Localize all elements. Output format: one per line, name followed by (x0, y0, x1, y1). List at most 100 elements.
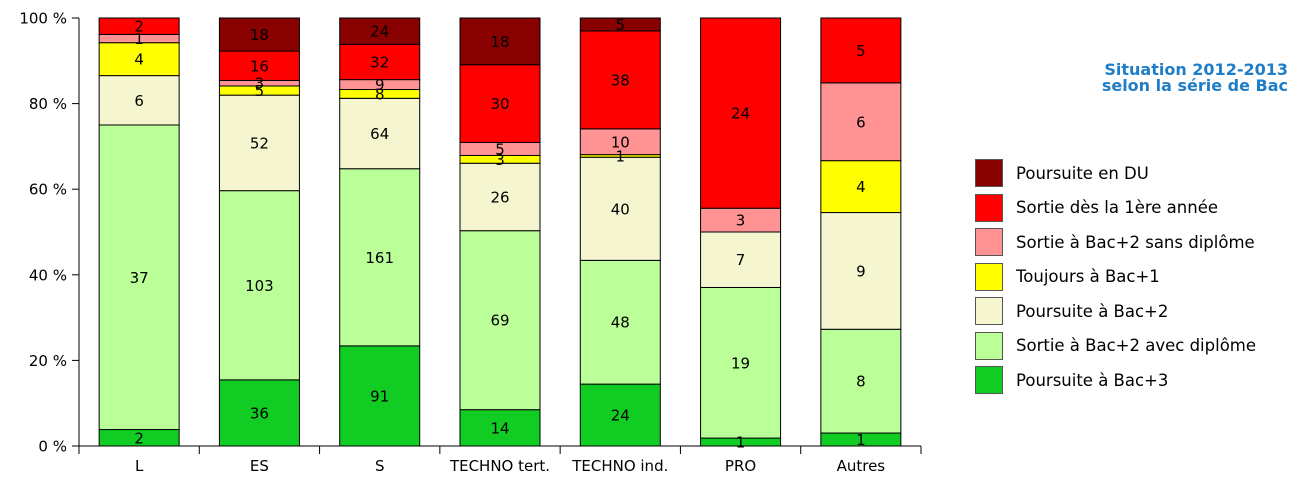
data-label: 9 (856, 262, 866, 280)
y-tick-label: 100 % (19, 10, 67, 28)
bar-segment (339, 97, 421, 170)
bar-segment (700, 286, 782, 439)
legend-swatch (975, 262, 1003, 291)
bar-segment (218, 17, 300, 52)
data-label: 4 (856, 178, 866, 196)
data-label: 37 (130, 269, 149, 287)
data-label: 10 (611, 133, 630, 151)
legend-swatch (975, 228, 1003, 257)
y-tick-label: 40 % (29, 266, 67, 284)
bar-segment (700, 17, 782, 209)
data-label: 5 (616, 16, 626, 34)
data-label: 18 (250, 26, 269, 44)
data-label: 7 (736, 251, 746, 269)
bar-segment (98, 124, 180, 431)
legend-label: Sortie dès la 1ère année (1016, 198, 1219, 218)
data-label: 69 (490, 312, 509, 330)
legend-label: Poursuite en DU (1016, 163, 1149, 183)
legend-item: Poursuite à Bac+2 (975, 294, 1256, 329)
bar-segment (459, 230, 541, 411)
data-label: 24 (370, 23, 389, 41)
bar-segment (339, 168, 421, 347)
data-label: 1 (134, 30, 144, 48)
bar-segment (98, 17, 180, 35)
legend-item: Poursuite à Bac+3 (975, 363, 1256, 398)
data-label: 161 (365, 249, 394, 267)
data-label: 40 (611, 200, 630, 218)
bar-segment (459, 162, 541, 232)
axes-layer: 0 % 20 % 40 % 60 % 80 % 100 % L ES S TECHNO tert.… (19, 10, 922, 475)
y-tick-label: 80 % (29, 95, 67, 113)
bar-segment (459, 64, 541, 144)
bar-segment (339, 345, 421, 447)
legend-item: Toujours à Bac+1 (975, 260, 1256, 295)
x-tick-label: L (135, 457, 144, 475)
data-label: 3 (736, 212, 746, 230)
legend-swatch (975, 366, 1003, 395)
data-label: 8 (375, 85, 385, 103)
legend-swatch (975, 193, 1003, 222)
bar-segment (700, 231, 782, 288)
data-label: 8 (856, 373, 866, 391)
data-label: 2 (134, 429, 144, 447)
data-label: 48 (611, 314, 630, 332)
data-label: 6 (134, 92, 144, 110)
legend-item: Sortie dès la 1ère année (975, 191, 1256, 226)
legend-swatch (975, 331, 1003, 360)
data-label: 91 (370, 387, 389, 405)
legend-item: Sortie à Bac+2 avec diplôme (975, 329, 1256, 364)
legend: Poursuite en DU Sortie dès la 1ère année S… (975, 156, 1256, 398)
data-label: 5 (856, 42, 866, 60)
data-label: 38 (611, 71, 630, 89)
chart-title: Situation 2012-2013 selon la série de Ba… (1048, 62, 1288, 94)
legend-item: Poursuite en DU (975, 156, 1256, 191)
legend-label: Toujours à Bac+1 (1016, 267, 1160, 287)
legend-swatch (975, 159, 1003, 188)
bar-segment (820, 212, 902, 330)
data-label: 9 (375, 76, 385, 94)
data-label: 103 (245, 277, 274, 295)
data-label: 14 (490, 419, 509, 437)
bar-segment (339, 17, 421, 45)
legend-label: Poursuite à Bac+3 (1016, 370, 1169, 390)
bar-segment (579, 17, 661, 32)
bar-segment (579, 30, 661, 130)
data-label: 4 (134, 51, 144, 69)
data-label: 6 (856, 113, 866, 131)
bar-segment (579, 383, 661, 447)
bar-segment (98, 42, 180, 77)
legend-item: Sortie à Bac+2 sans diplôme (975, 225, 1256, 260)
chart-title-line1: Situation 2012-2013 (1104, 60, 1288, 79)
bar-segment (218, 94, 300, 192)
chart-title-line2: selon la série de Bac (1101, 76, 1288, 95)
bar-segment (459, 17, 541, 66)
x-tick-label: TECHNO ind. (571, 457, 668, 475)
data-label: 18 (490, 33, 509, 51)
data-label: 5 (255, 82, 265, 100)
bar-segment (820, 17, 902, 84)
data-label: 19 (731, 354, 750, 372)
x-tick-label: S (375, 457, 385, 475)
legend-swatch (975, 297, 1003, 326)
data-label: 16 (250, 57, 269, 75)
data-label: 64 (370, 125, 389, 143)
bars-layer (98, 17, 902, 447)
bar-segment (339, 43, 421, 81)
y-tick-label: 0 % (38, 438, 67, 456)
data-label: 1 (616, 147, 626, 165)
data-label: 2 (134, 18, 144, 36)
legend-label: Sortie à Bac+2 avec diplôme (1016, 336, 1257, 356)
data-label: 52 (250, 134, 269, 152)
data-label: 1 (736, 434, 746, 452)
bar-segment (579, 128, 661, 156)
data-label: 1 (856, 431, 866, 449)
data-label: 36 (250, 404, 269, 422)
legend-label: Sortie à Bac+2 sans diplôme (1016, 232, 1255, 252)
data-label: 3 (255, 75, 265, 93)
x-tick-label: PRO (725, 457, 756, 475)
data-label: 30 (490, 95, 509, 113)
y-tick-label: 20 % (29, 352, 67, 370)
data-label: 32 (370, 54, 389, 72)
x-tick-label: ES (250, 457, 269, 475)
